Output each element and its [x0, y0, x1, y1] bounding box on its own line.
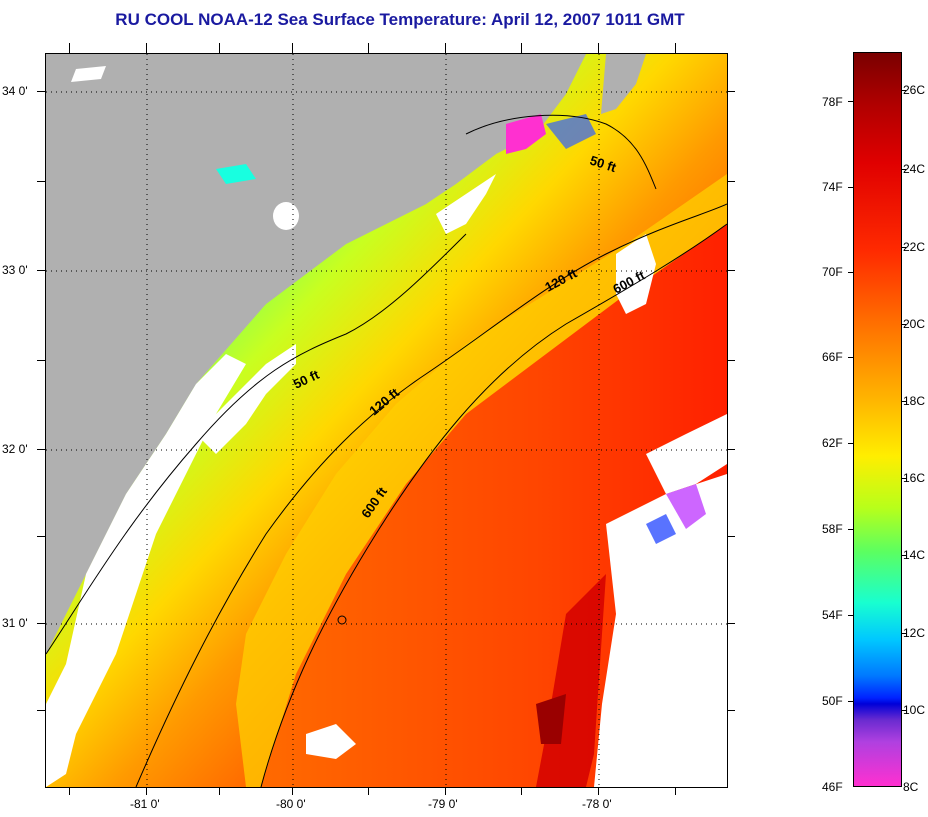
lon-label-78: -78 0'	[582, 797, 612, 811]
colorbar-f-78: 78F	[822, 95, 843, 109]
lon-label-81: -81 0'	[130, 797, 160, 811]
colorbar-c-18: 18C	[903, 394, 926, 408]
colorbar-f-50: 50F	[822, 694, 843, 708]
colorbar-f-46: 46F	[822, 780, 843, 794]
station-marker	[337, 615, 347, 625]
colorbar-f-62: 62F	[822, 436, 843, 450]
cloud-layer	[46, 66, 727, 787]
colorbar-c-20: 20C	[903, 317, 926, 331]
colorbar-c-12: 12C	[903, 626, 926, 640]
isobath-600ft	[260, 223, 727, 787]
isobaths	[46, 114, 727, 787]
temperature-colorbar	[853, 52, 902, 787]
colorbar-f-70: 70F	[822, 265, 843, 279]
colorbar-c-8: 8C	[903, 780, 919, 794]
lat-label-31: 31 0'	[2, 616, 28, 630]
lon-label-80: -80 0'	[276, 797, 306, 811]
cold-patches	[216, 114, 706, 544]
lat-label-32: 32 0'	[2, 442, 28, 456]
map-title: RU COOL NOAA-12 Sea Surface Temperature:…	[115, 10, 685, 29]
colorbar-f-54: 54F	[822, 608, 843, 622]
isobath-50ft-north	[465, 114, 657, 190]
colorbar-c-10: 10C	[903, 703, 926, 717]
colorbar-c-26: 26C	[903, 83, 926, 97]
lat-label-34: 34 0'	[2, 84, 28, 98]
sst-map-canvas: 50 ft 50 ft 120 ft 120 ft 600 ft 600 ft	[46, 54, 727, 787]
colorbar-c-16: 16C	[903, 471, 926, 485]
graticule	[46, 54, 727, 787]
isobath-120ft	[135, 203, 727, 787]
colorbar-c-14: 14C	[903, 548, 926, 562]
land-layer	[46, 54, 646, 654]
colorbar-f-66: 66F	[822, 350, 843, 364]
isobath-50ft-south	[46, 233, 467, 655]
lon-label-79: -79 0'	[428, 797, 458, 811]
colorbar-f-58: 58F	[822, 522, 843, 536]
sst-map: 50 ft 50 ft 120 ft 120 ft 600 ft 600 ft	[45, 53, 728, 788]
colorbar-f-74: 74F	[822, 180, 843, 194]
colorbar-c-24: 24C	[903, 162, 926, 176]
colorbar-c-22: 22C	[903, 240, 926, 254]
ocean-layer	[46, 54, 727, 787]
lat-label-33: 33 0'	[2, 263, 28, 277]
